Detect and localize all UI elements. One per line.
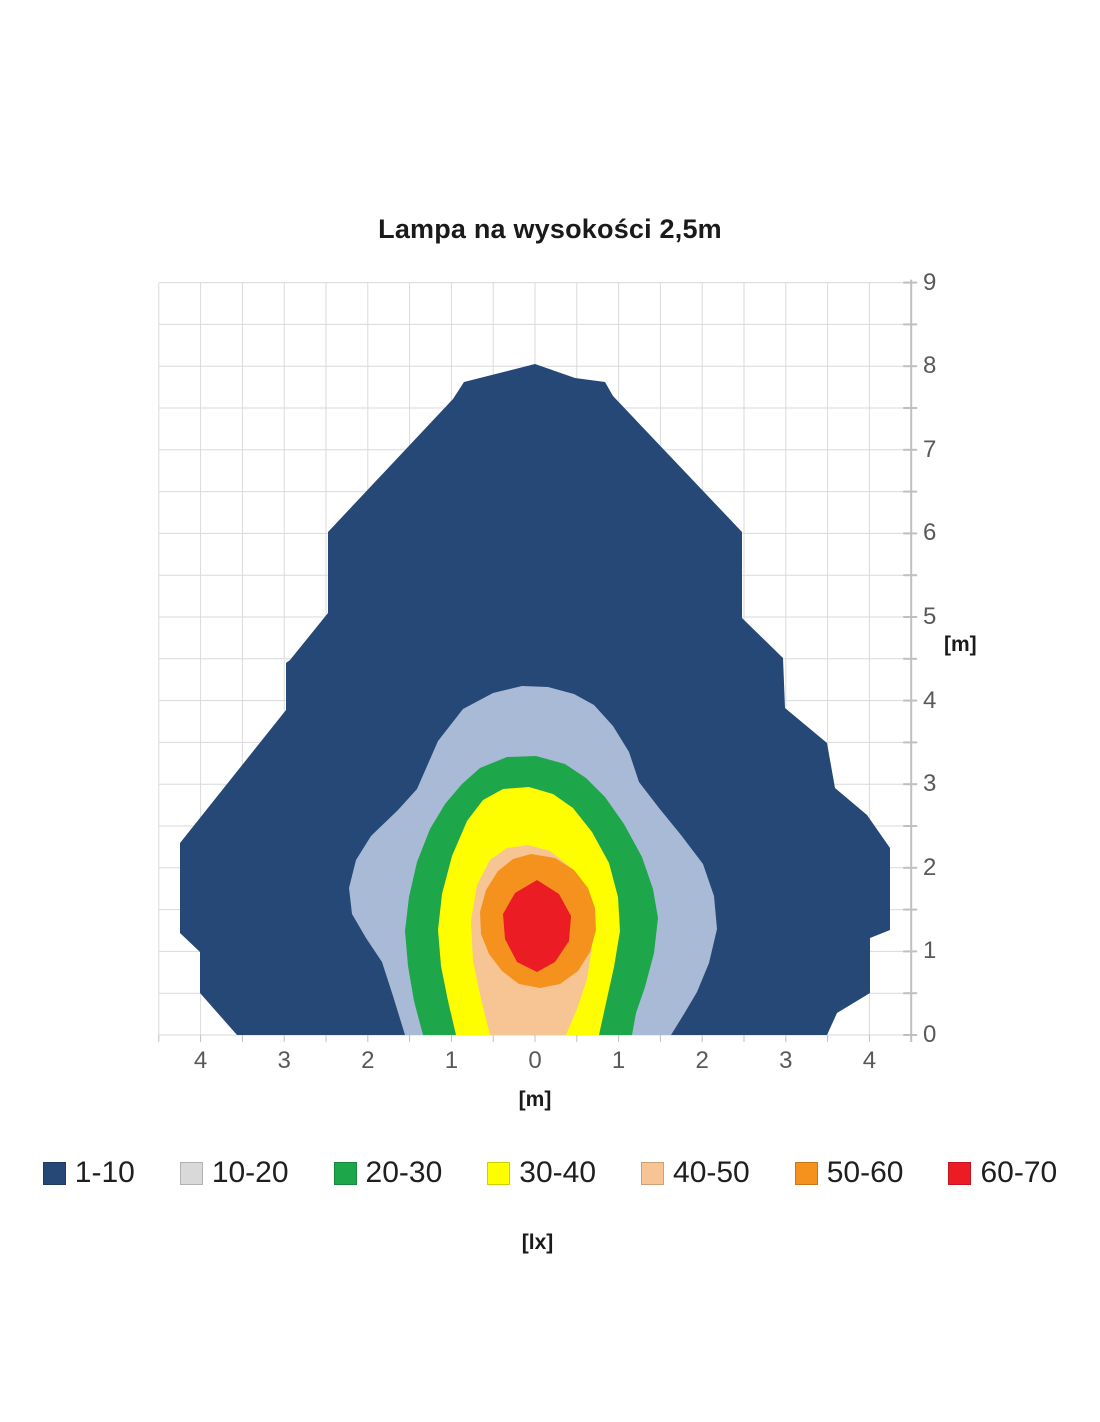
x-tick-label: 3 (277, 1047, 291, 1074)
legend-item: 10-20 (179, 1156, 289, 1190)
legend-swatch (42, 1161, 66, 1185)
legend-swatch (641, 1161, 665, 1185)
legend-swatch (179, 1161, 203, 1185)
y-tick-label: 1 (923, 937, 937, 965)
y-axis-unit-label: [m] (944, 633, 977, 656)
y-tick-label: 6 (923, 519, 937, 547)
y-tick-label: 7 (923, 435, 937, 463)
legend: 1-10 10-20 20-30 30-40 40-50 50-60 60-70 (0, 1156, 1100, 1190)
y-tick-label: 9 (923, 268, 937, 296)
x-tick-label: 1 (611, 1047, 626, 1074)
legend-item: 1-10 (42, 1156, 135, 1190)
legend-unit-label: [lx] (521, 1231, 554, 1254)
x-tick-label: 0 (528, 1047, 542, 1074)
x-tick-label: 2 (361, 1047, 375, 1074)
x-tick-label: 2 (695, 1047, 709, 1074)
x-tick-label: 1 (444, 1047, 459, 1074)
legend-item: 30-40 (487, 1156, 596, 1190)
y-tick-label: 2 (923, 853, 937, 881)
x-tick-label: 4 (862, 1047, 877, 1074)
x-tick-label: 4 (193, 1047, 208, 1074)
legend-item: 40-50 (641, 1156, 750, 1190)
legend-label: 50-60 (826, 1156, 904, 1189)
legend-label: 10-20 (211, 1156, 289, 1189)
y-tick-label: 0 (923, 1021, 937, 1048)
x-tick-label: 3 (779, 1047, 793, 1074)
legend-label: 30-40 (519, 1156, 597, 1189)
legend-swatch (794, 1161, 818, 1185)
legend-swatch (333, 1161, 357, 1185)
legend-label: 1-10 (74, 1156, 135, 1189)
legend-item: 50-60 (794, 1156, 904, 1190)
chart-title: Lampa na wysokości 2,5m (378, 214, 722, 244)
legend-swatch (948, 1161, 972, 1185)
legend-swatch (487, 1161, 511, 1185)
legend-label: 20-30 (365, 1156, 443, 1189)
legend-label: 60-70 (980, 1156, 1058, 1189)
y-tick-label: 5 (923, 603, 937, 630)
y-tick-label: 3 (923, 770, 937, 798)
legend-label: 40-50 (673, 1156, 750, 1189)
y-tick-label: 8 (923, 352, 937, 380)
y-tick-label: 4 (923, 686, 937, 714)
legend-item: 20-30 (333, 1156, 443, 1190)
contour-band-60-70 (503, 880, 571, 972)
legend-item: 60-70 (948, 1156, 1057, 1190)
x-axis-unit-label: [m] (518, 1088, 552, 1111)
